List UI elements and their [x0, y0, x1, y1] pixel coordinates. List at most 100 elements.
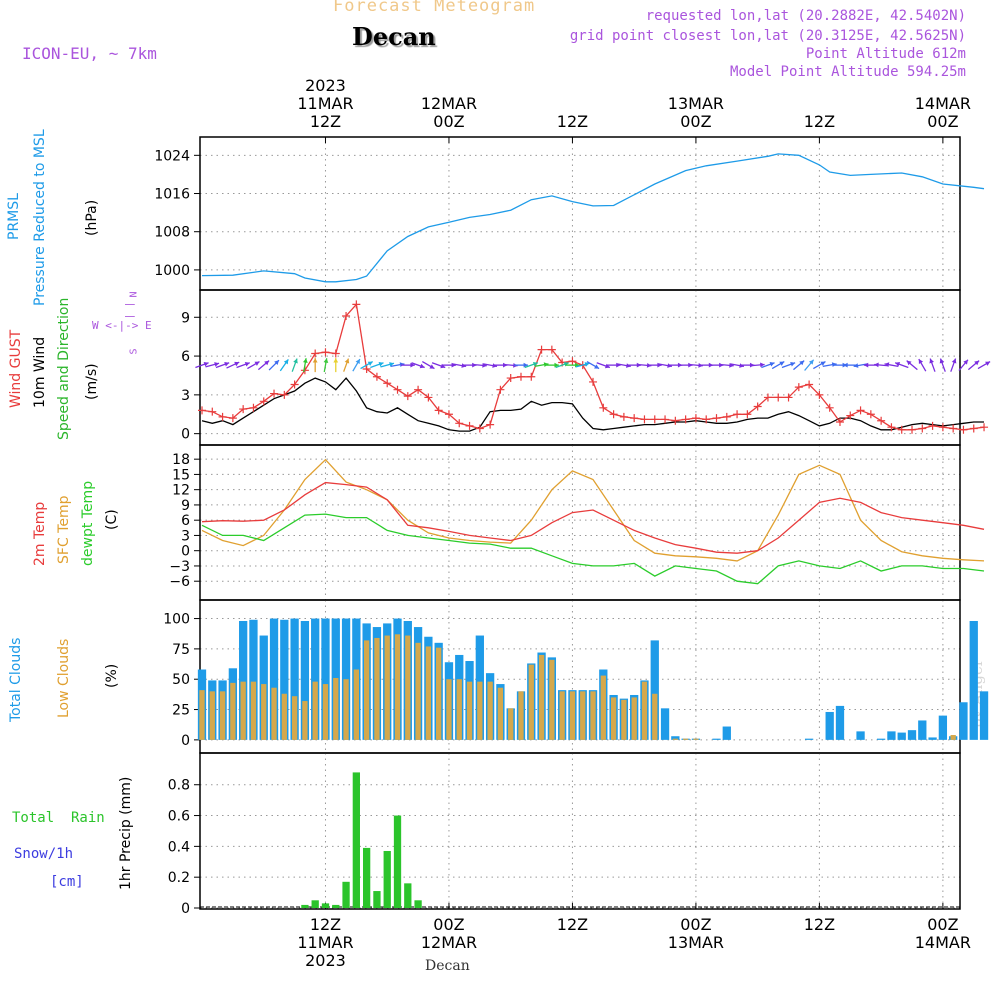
total-cloud-bar: [887, 731, 896, 740]
wind-direction-arrow: [843, 362, 858, 368]
gust-marker: [774, 393, 783, 402]
wind-direction-arrow: [575, 362, 590, 368]
low-cloud-bar: [425, 646, 432, 740]
wind-direction-arrow: [312, 358, 318, 373]
arrow-head: [283, 359, 289, 365]
gust-marker: [794, 383, 803, 392]
gust-marker: [228, 414, 237, 423]
gust-marker: [763, 393, 772, 402]
snow-unit-label: [cm]: [50, 874, 84, 890]
gust-marker: [877, 416, 886, 425]
low-cloud-bar: [693, 738, 699, 740]
wind-direction-arrow: [323, 358, 329, 373]
wind-direction-arrow: [958, 359, 969, 371]
arrow-head: [355, 359, 360, 365]
requested-coords: requested lon,lat (20.2882E, 42.5402N): [645, 8, 966, 24]
gust-marker: [681, 415, 690, 424]
total-cloud-bar: [311, 618, 320, 740]
panel-wind: 0 3 6 9: [181, 289, 961, 446]
top-time-label: 00Z: [680, 112, 711, 131]
y-tick-label: 0: [181, 901, 190, 917]
arrow-head: [203, 361, 209, 367]
arrow-head: [929, 358, 934, 364]
low-cloud-bar: [219, 691, 226, 740]
y-tick-label: 9: [181, 498, 190, 514]
wind-direction-arrow: [906, 360, 918, 371]
wind-direction-arrow: [544, 362, 559, 368]
y-tick-label: 100: [163, 612, 190, 628]
low-cloud-bar: [528, 664, 534, 740]
low-cloud-bar: [394, 634, 401, 740]
panel-frame: [199, 289, 961, 446]
y-tick-label: 75: [172, 642, 190, 658]
panel-frame: [199, 752, 961, 910]
total-cloud-bar: [876, 738, 886, 740]
total-cloud-bar: [979, 691, 989, 740]
low-cloud-bar: [621, 699, 627, 740]
wind-direction-arrow: [967, 360, 980, 371]
low-cloud-bar: [549, 659, 555, 740]
arrow-head: [760, 362, 765, 368]
rain-bar: [321, 903, 330, 908]
low-cloud-bar: [487, 681, 493, 740]
arrow-head: [323, 358, 329, 363]
wind-direction-arrow: [874, 362, 889, 368]
low-cloud-bar: [436, 647, 442, 740]
wind-line: [201, 377, 984, 432]
total-cloud-bar: [938, 715, 948, 740]
low-cloud-bar: [281, 693, 287, 740]
arrow-head: [799, 360, 805, 366]
total-cloud-bar: [918, 720, 927, 740]
gust-marker: [691, 414, 700, 423]
gust-marker: [722, 412, 731, 421]
low-cloud-bar: [652, 693, 658, 740]
y-tick-label: −3: [169, 559, 190, 575]
gust-marker: [980, 423, 989, 432]
gust-marker: [712, 414, 721, 423]
rain-bar: [373, 891, 381, 908]
total-cloud-bar: [969, 620, 978, 740]
arrow-head: [378, 361, 384, 367]
arrow-head: [429, 364, 435, 369]
low-cloud-bar: [363, 640, 370, 740]
low-cloud-bar: [312, 681, 318, 740]
y-tick-label: 0: [181, 733, 190, 749]
arrow-head: [344, 358, 350, 364]
gust-marker: [547, 345, 556, 354]
wind-direction-arrow: [279, 359, 289, 372]
total-cloud-bar: [671, 736, 680, 740]
wind-direction-arrow: [195, 361, 209, 369]
arrow-head: [779, 361, 785, 366]
gust-marker: [661, 415, 670, 424]
y-tick-label: 1016: [154, 187, 190, 203]
rain-bar: [414, 900, 422, 908]
y-tick-label: 12: [172, 483, 190, 499]
y-tick-label: 3: [181, 528, 190, 544]
arrow-head: [532, 361, 538, 367]
wind-direction-arrow: [421, 361, 435, 370]
y-tick-label: 0: [181, 427, 190, 443]
gust-marker: [959, 425, 968, 434]
y-tick-label: 15: [172, 467, 190, 483]
gust-marker: [403, 392, 412, 401]
arrow-head: [224, 361, 230, 367]
wind-direction-arrow: [918, 358, 927, 372]
gust-marker: [475, 424, 484, 433]
arrow-head: [863, 362, 869, 368]
wind-direction-arrow: [647, 362, 662, 368]
low-cloud-bar: [600, 675, 606, 740]
total-cloud-bar: [825, 711, 834, 740]
y-tick-label: 0.4: [168, 839, 190, 855]
low-cloud-bar: [291, 696, 298, 740]
wind-direction-arrow: [333, 358, 339, 373]
total-cloud-bar: [856, 731, 865, 740]
gust-marker: [198, 406, 206, 415]
gust-marker: [218, 412, 227, 421]
arrow-head: [820, 361, 826, 366]
wind-direction-arrow: [360, 361, 374, 370]
bottom-time-label: 00Z: [927, 915, 958, 934]
bottom-time-label: 12MAR: [421, 933, 477, 952]
wind-direction-arrow: [884, 362, 899, 368]
gust-marker: [815, 390, 824, 399]
